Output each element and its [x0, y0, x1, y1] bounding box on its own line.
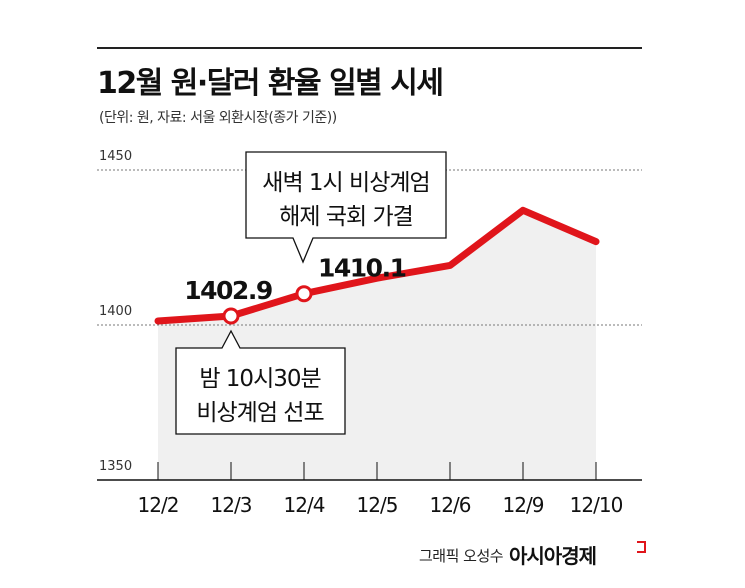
annotation-box [245, 151, 447, 264]
x-tick-label: 12/9 [503, 493, 544, 517]
annotation-line: 비상계엄 선포 [196, 400, 323, 426]
top-rule [97, 47, 642, 49]
brand-mark-icon [637, 541, 646, 553]
annotation-line: 새벽 1시 비상계엄 [262, 170, 429, 196]
x-tick-label: 12/5 [357, 493, 398, 517]
annotation-box [175, 329, 346, 435]
y-tick-label: 1450 [99, 149, 132, 164]
annotation-martial-law-lifted: 새벽 1시 비상계엄 해제 국회 가결 [245, 151, 447, 264]
x-tick-label: 12/6 [430, 493, 471, 517]
y-tick-label: 1400 [99, 304, 132, 319]
data-label: 1410.1 [318, 254, 406, 283]
graphic-credit: 그래픽 오성수 [419, 547, 504, 565]
chart-title: 12월 원·달러 환율 일별 시세 [97, 66, 444, 101]
data-point-marker [222, 307, 240, 325]
annotation-line: 밤 10시30분 [199, 366, 320, 392]
data-label: 1402.9 [184, 276, 272, 305]
x-tick-label: 12/3 [211, 493, 252, 517]
x-tick-label: 12/2 [138, 493, 179, 517]
data-labels: 1402.9 1410.1 [184, 254, 407, 305]
y-axis: 1450 1400 1350 [99, 149, 132, 474]
data-point-marker [295, 285, 313, 303]
x-axis: 12/2 12/3 12/4 12/5 12/6 12/9 12/10 [97, 462, 642, 517]
chart-subtitle: (단위: 원, 자료: 서울 외환시장(종가 기준)) [99, 110, 337, 126]
annotation-line: 해제 국회 가결 [279, 204, 413, 230]
annotation-martial-law-declared: 밤 10시30분 비상계엄 선포 [175, 329, 346, 435]
x-tick-label: 12/4 [284, 493, 325, 517]
x-tick-label: 12/10 [570, 493, 623, 517]
brand-logo: 아시아경제 [509, 544, 597, 568]
data-markers [222, 285, 313, 325]
y-tick-label: 1350 [99, 459, 132, 474]
